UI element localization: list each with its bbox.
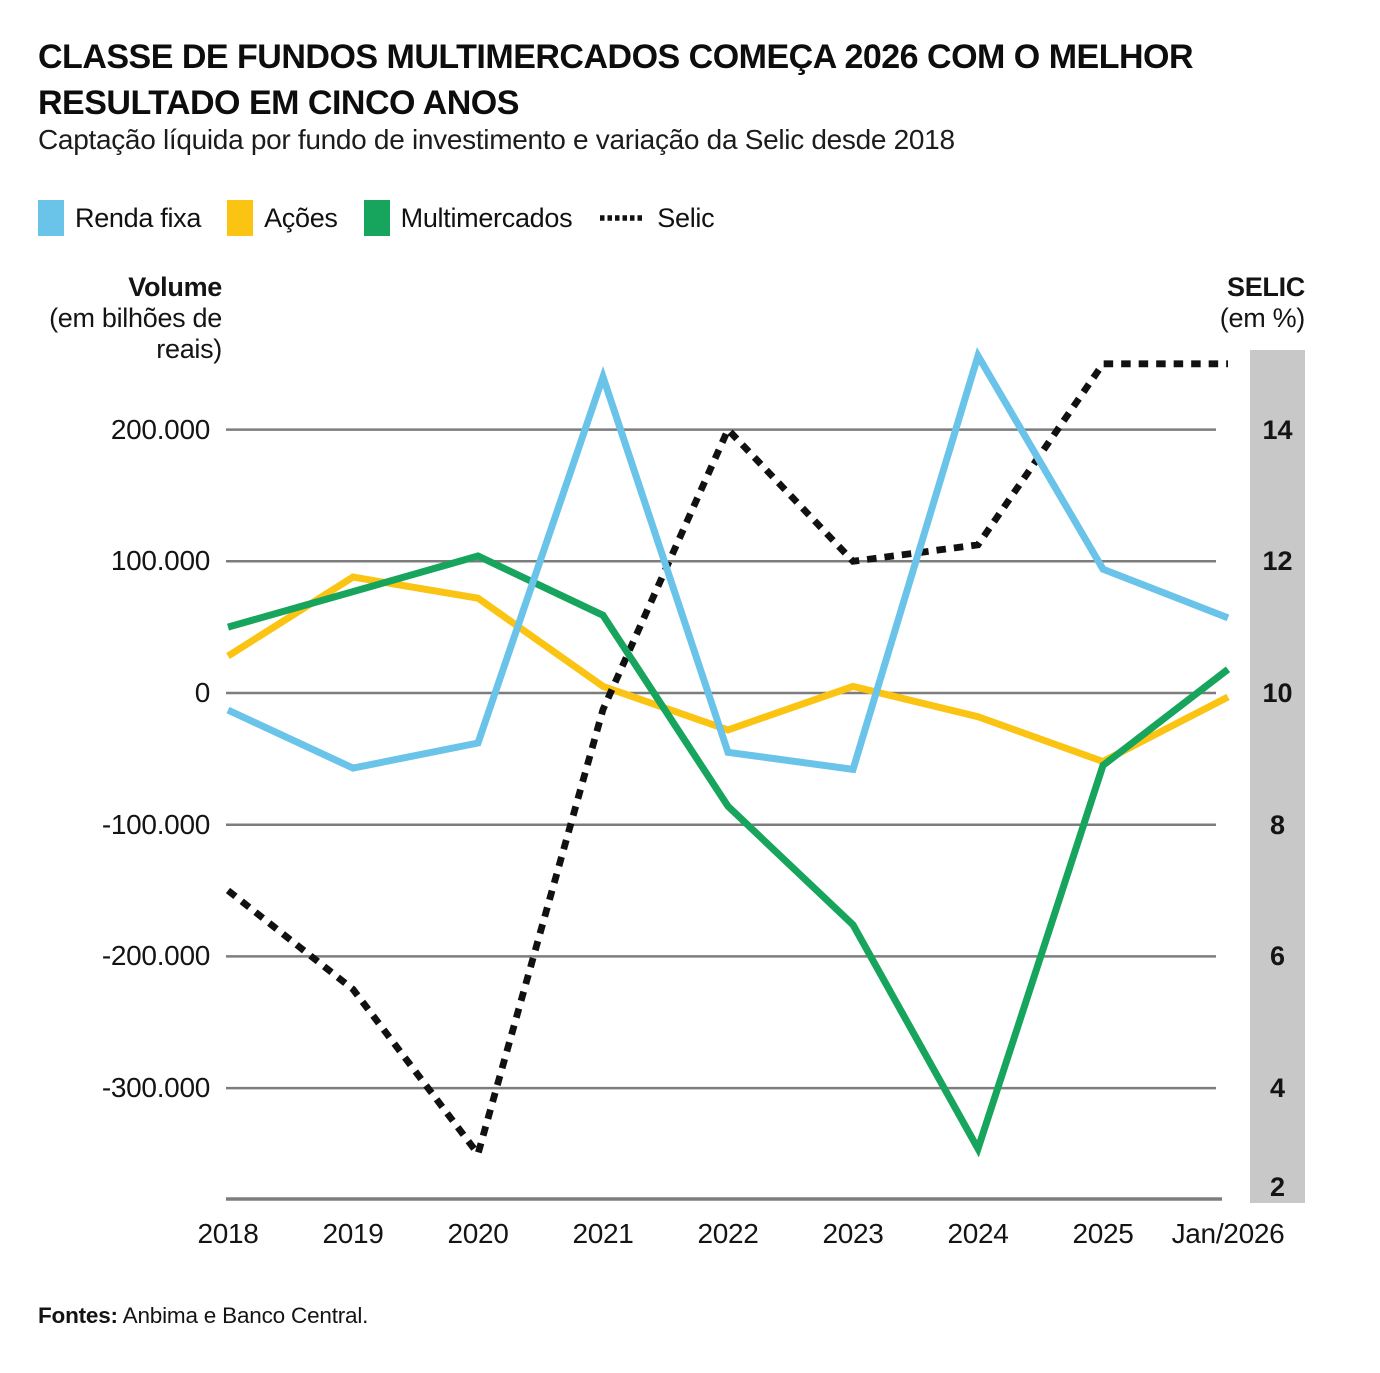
volume-axis-title-text: Volume xyxy=(128,272,222,302)
legend-label-multimercados: Multimercados xyxy=(400,202,573,233)
legend: Renda fixa Ações Multimercados Selic xyxy=(38,199,715,237)
x-label-2023: 2023 xyxy=(822,1218,884,1249)
chart-title-line2: RESULTADO EM CINCO ANOS xyxy=(38,84,519,122)
selic-axis-title: SELIC (em %) xyxy=(1100,272,1306,334)
chart-subtitle: Captação líquida por fundo de investimen… xyxy=(38,124,955,155)
selic-axis-band xyxy=(1250,350,1305,1203)
legend-label-renda-fixa: Renda fixa xyxy=(75,202,202,233)
x-label-2021: 2021 xyxy=(572,1218,634,1249)
selic-tick-2: 2 xyxy=(1269,1172,1286,1202)
chart-title-line1: CLASSE DE FUNDOS MULTIMERCADOS COMEÇA 20… xyxy=(38,38,1194,76)
source-label: Fontes: xyxy=(38,1303,118,1328)
line-acoes xyxy=(226,573,1230,766)
x-label-jan-2026: Jan/2026 xyxy=(1171,1218,1285,1249)
line-renda-fixa xyxy=(226,347,1230,774)
x-label-2022: 2022 xyxy=(697,1218,759,1249)
selic-tick-4: 4 xyxy=(1269,1073,1286,1104)
selic-tick-6: 6 xyxy=(1269,941,1286,972)
x-label-2019: 2019 xyxy=(322,1218,384,1249)
volume-axis-unit: (em bilhões de reais) xyxy=(49,303,222,364)
volume-axis-title: Volume (em bilhões de reais) xyxy=(40,272,222,365)
source-note: Fontes: Anbima e Banco Central. xyxy=(38,1303,368,1329)
legend-label-acoes: Ações xyxy=(264,202,338,233)
legend-item-acoes: Ações xyxy=(227,200,338,236)
selic-axis-title-text: SELIC xyxy=(1226,272,1305,302)
legend-swatch-multimercados xyxy=(363,200,390,236)
volume-tick-0: 0 xyxy=(194,677,211,708)
line-multimercados xyxy=(227,552,1231,1158)
legend-label-selic: Selic xyxy=(657,202,715,233)
selic-tick-8: 8 xyxy=(1269,809,1286,840)
legend-swatch-acoes xyxy=(227,200,254,236)
legend-item-renda-fixa: Renda fixa xyxy=(38,200,201,236)
volume-tick--300000: -300.000 xyxy=(101,1072,210,1104)
x-label-2020: 2020 xyxy=(447,1218,509,1249)
selic-tick-10: 10 xyxy=(1262,678,1293,708)
selic-tick-14: 14 xyxy=(1262,414,1293,445)
source-text: Anbima e Banco Central. xyxy=(117,1303,369,1328)
legend-item-selic: Selic xyxy=(598,200,715,236)
volume-tick--100000: -100.000 xyxy=(101,808,210,840)
volume-tick-200000: 200.000 xyxy=(110,413,210,445)
x-label-2024: 2024 xyxy=(947,1218,1009,1249)
volume-tick--200000: -200.000 xyxy=(101,940,210,972)
legend-swatch-renda-fixa xyxy=(38,200,64,236)
selic-axis-unit: (em %) xyxy=(1219,303,1306,333)
x-label-2018: 2018 xyxy=(197,1218,259,1249)
chart-title: CLASSE DE FUNDOS MULTIMERCADOS COMEÇA 20… xyxy=(38,34,1238,126)
x-label-2025: 2025 xyxy=(1072,1218,1134,1249)
selic-tick-12: 12 xyxy=(1262,546,1293,577)
line-selic xyxy=(225,360,1228,1162)
volume-tick-100000: 100.000 xyxy=(110,545,210,577)
legend-item-multimercados: Multimercados xyxy=(363,200,573,236)
